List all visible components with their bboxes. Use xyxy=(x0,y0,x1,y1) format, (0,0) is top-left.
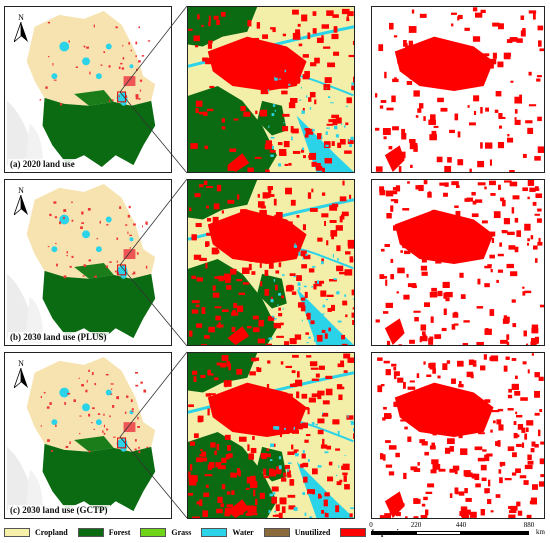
impervious-map-0 xyxy=(371,6,545,173)
scale-segment xyxy=(461,531,529,535)
zoom-land-use-map-1 xyxy=(187,179,355,346)
scale-segment xyxy=(371,531,416,535)
impervious-map-1 xyxy=(371,179,545,346)
legend-label: Unutilized xyxy=(294,527,331,537)
north-arrow-label: N xyxy=(18,186,24,195)
scale-segment xyxy=(416,531,461,535)
legend-swatch-water xyxy=(201,527,228,537)
legend-swatch-impervious xyxy=(340,527,367,537)
legend-swatch-forest xyxy=(77,527,104,537)
legend-swatch-unutilized xyxy=(263,527,290,537)
north-arrow: N xyxy=(13,359,29,389)
panel-label: (a) 2020 land use xyxy=(8,159,77,169)
scale-bar: 0 220 440 880 km xyxy=(369,521,545,543)
legend-label: Grass xyxy=(171,527,192,537)
north-arrow-label: N xyxy=(18,13,24,22)
north-arrow-icon xyxy=(14,195,28,215)
panel-label: (b) 2030 land use (PLUS) xyxy=(8,332,109,342)
overview-map-2: N (c) 2030 land use (GCTP) xyxy=(4,352,172,519)
scale-tick-label: 0 xyxy=(369,521,373,529)
zoom-land-use-map-2 xyxy=(187,352,355,519)
legend-item-unutilized: Unutilized xyxy=(263,527,331,537)
legend-label: Water xyxy=(232,527,254,537)
overview-map-1: N (b) 2030 land use (PLUS) xyxy=(4,179,172,346)
legend-swatch-grass xyxy=(140,527,167,537)
north-arrow: N xyxy=(13,13,29,43)
scale-tick-label: 880 xyxy=(523,521,535,529)
legend-item-forest: Forest xyxy=(77,527,131,537)
legend: Cropland Forest Grass Water Unutilized I… xyxy=(4,524,410,540)
legend-item-water: Water xyxy=(201,527,254,537)
panel-label: (c) 2030 land use (GCTP) xyxy=(8,505,110,515)
north-arrow-icon xyxy=(14,22,28,42)
north-arrow: N xyxy=(13,186,29,216)
scale-tick-label: 440 xyxy=(455,521,467,529)
legend-swatch-cropland xyxy=(4,527,30,537)
legend-label: Cropland xyxy=(35,527,68,537)
scale-tick-label: 220 xyxy=(410,521,422,529)
overview-map-0: N (a) 2020 land use xyxy=(4,6,172,173)
legend-item-cropland: Cropland xyxy=(4,527,68,537)
impervious-map-2 xyxy=(371,352,545,519)
legend-label: Forest xyxy=(108,527,131,537)
zoom-land-use-map-0 xyxy=(187,6,355,173)
scale-unit: km xyxy=(536,528,545,536)
north-arrow-label: N xyxy=(18,359,24,368)
legend-item-grass: Grass xyxy=(140,527,192,537)
north-arrow-icon xyxy=(14,368,28,388)
